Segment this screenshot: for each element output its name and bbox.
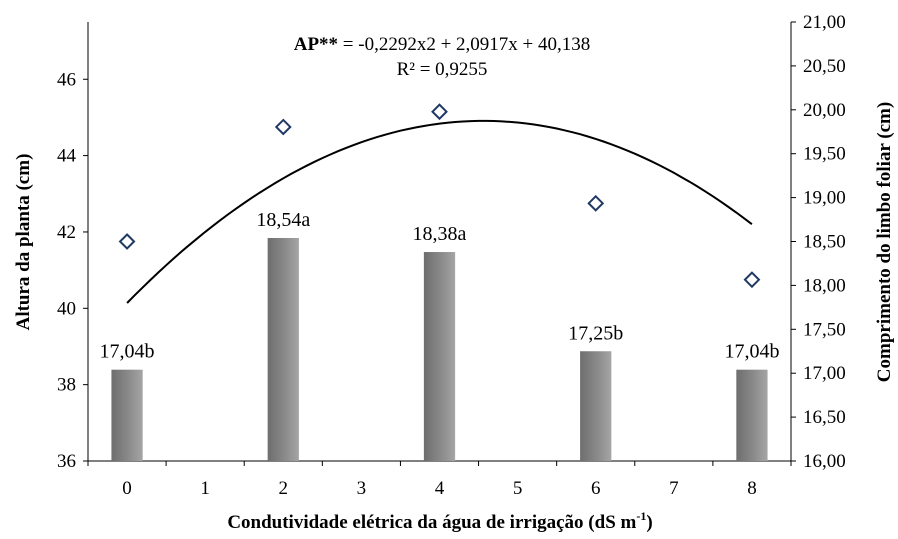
bar: [423, 252, 456, 461]
bar-series: [111, 237, 768, 461]
x-axis-title-sup: -1: [636, 509, 646, 523]
data-point: [274, 118, 292, 136]
bar-data-label: 18,54a: [256, 209, 310, 231]
trendline: [126, 119, 753, 304]
left-tick-label: 46: [57, 69, 76, 90]
bar-data-label: 17,25b: [568, 322, 623, 344]
right-tick-label: 19,00: [803, 188, 846, 209]
bar-data-label: 17,04b: [100, 341, 155, 363]
bar-data-labels: 17,04b 18,54a 18,38a 17,25b 17,04b: [100, 209, 780, 363]
right-tick-label: 18,00: [803, 275, 846, 296]
left-tick-label: 38: [57, 375, 76, 396]
bar: [736, 369, 768, 461]
right-tick-label: 16,50: [803, 407, 846, 428]
left-tick-label: 36: [57, 451, 76, 472]
right-tick-label: 19,50: [803, 144, 846, 165]
data-point: [587, 194, 605, 212]
left-tick-label: 40: [57, 298, 76, 319]
trendline-equation: AP** = -0,2292x2 + 2,0917x + 40,138: [294, 34, 591, 55]
x-axis-ticks: 0 1 2 3 4 5 6 7 8: [87, 461, 792, 499]
x-tick-label: 0: [122, 478, 132, 499]
left-tick-label: 44: [57, 146, 77, 167]
x-axis-title-text: Condutividade elétrica da água de irriga…: [227, 512, 636, 533]
right-tick-label: 18,50: [803, 232, 846, 253]
trendline-r2: R² = 0,9255: [397, 59, 488, 80]
x-tick-label: 1: [200, 478, 210, 499]
bar: [267, 237, 299, 461]
y-axis-right-title: Comprimento do limbo foliar (cm): [874, 102, 895, 382]
right-tick-label: 17,00: [803, 363, 846, 384]
left-tick-label: 42: [57, 222, 76, 243]
y-axis-left-title: Altura da planta (cm): [13, 154, 34, 331]
x-tick-label: 3: [357, 478, 367, 499]
bar-data-label: 18,38a: [413, 223, 467, 245]
right-tick-label: 20,00: [803, 100, 846, 121]
bar-data-label: 17,04b: [724, 341, 779, 363]
right-tick-label: 20,50: [803, 56, 846, 77]
data-point: [118, 233, 136, 250]
scatter-series: [118, 103, 761, 289]
right-axis-ticks: 16,00 16,50 17,00 17,50 18,00 18,50 19,00 19,50…: [791, 12, 846, 472]
right-tick-label: 21,00: [803, 12, 846, 33]
x-tick-label: 2: [279, 478, 289, 499]
equation-rest: = -0,2292x2 + 2,0917x + 40,138: [338, 34, 590, 55]
right-tick-label: 16,00: [803, 451, 846, 472]
data-point: [431, 103, 448, 121]
data-point: [743, 271, 761, 289]
x-axis-title: Condutividade elétrica da água de irriga…: [227, 509, 652, 533]
bar: [580, 351, 612, 461]
equation-bold-part: AP**: [294, 34, 338, 55]
bar: [111, 369, 143, 461]
x-tick-label: 5: [513, 478, 523, 499]
x-tick-label: 8: [747, 478, 757, 499]
x-axis-title-suffix: ): [646, 512, 652, 533]
left-axis-ticks: 36 38 40 42 44 46: [57, 69, 88, 472]
x-tick-label: 7: [669, 478, 679, 499]
x-tick-label: 4: [435, 478, 445, 499]
right-tick-label: 17,50: [803, 319, 846, 340]
x-tick-label: 6: [591, 478, 601, 499]
